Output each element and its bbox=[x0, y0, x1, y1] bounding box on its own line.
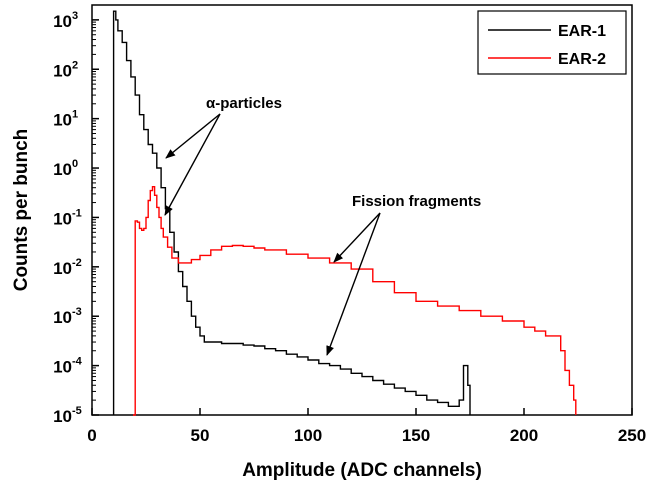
series-line-ear-1 bbox=[112, 10, 471, 415]
x-tick-label: 50 bbox=[191, 426, 210, 445]
series-line-ear-2 bbox=[133, 186, 577, 416]
y-tick-exponent: 0 bbox=[72, 158, 78, 170]
x-tick-label: 150 bbox=[402, 426, 430, 445]
fission-arrow-2 bbox=[326, 212, 381, 356]
fission-annotation: Fission fragments bbox=[326, 193, 481, 356]
alpha-annotation-label: α-particles bbox=[206, 95, 282, 112]
x-tick-label: 200 bbox=[510, 426, 538, 445]
plot-area-frame bbox=[91, 4, 633, 416]
y-axis-title: Counts per bunch bbox=[11, 129, 32, 292]
legend: EAR-1 EAR-2 bbox=[477, 10, 627, 75]
alpha-arrow-1 bbox=[165, 113, 221, 159]
y-tick-exponent: -4 bbox=[72, 356, 83, 368]
y-tick-exponent: -3 bbox=[72, 306, 82, 318]
legend-label-ear1: EAR-1 bbox=[558, 23, 606, 40]
y-tick-label: 10 bbox=[53, 358, 72, 377]
y-tick-exponent: -5 bbox=[72, 405, 82, 417]
legend-box bbox=[477, 10, 627, 75]
fission-annotation-label: Fission fragments bbox=[352, 193, 481, 210]
alpha-arrow-2 bbox=[164, 113, 221, 216]
y-tick-exponent: -2 bbox=[72, 257, 82, 269]
series-layer bbox=[112, 10, 577, 416]
y-tick-label: 10 bbox=[53, 407, 72, 426]
y-tick-exponent: -1 bbox=[72, 207, 82, 219]
y-tick-label: 10 bbox=[53, 209, 72, 228]
y-tick-label: 10 bbox=[53, 12, 72, 31]
y-tick-label: 10 bbox=[53, 111, 72, 130]
y-tick-label: 10 bbox=[53, 308, 72, 327]
x-axis-title: Amplitude (ADC channels) bbox=[242, 460, 482, 481]
legend-label-ear2: EAR-2 bbox=[558, 51, 606, 68]
fission-arrow-1 bbox=[333, 212, 381, 263]
alpha-annotation: α-particles bbox=[164, 95, 282, 216]
y-tick-label: 10 bbox=[53, 160, 72, 179]
y-tick-label: 10 bbox=[53, 259, 72, 278]
x-tick-label: 250 bbox=[618, 426, 646, 445]
y-tick-exponent: 3 bbox=[72, 10, 78, 22]
x-tick-label: 0 bbox=[87, 426, 96, 445]
y-tick-exponent: 1 bbox=[72, 109, 78, 121]
y-tick-label: 10 bbox=[53, 61, 72, 80]
x-tick-label: 100 bbox=[294, 426, 322, 445]
y-tick-exponent: 2 bbox=[72, 59, 78, 71]
x-axis-ticks: 0 50 100 150 200 250 bbox=[87, 408, 646, 445]
